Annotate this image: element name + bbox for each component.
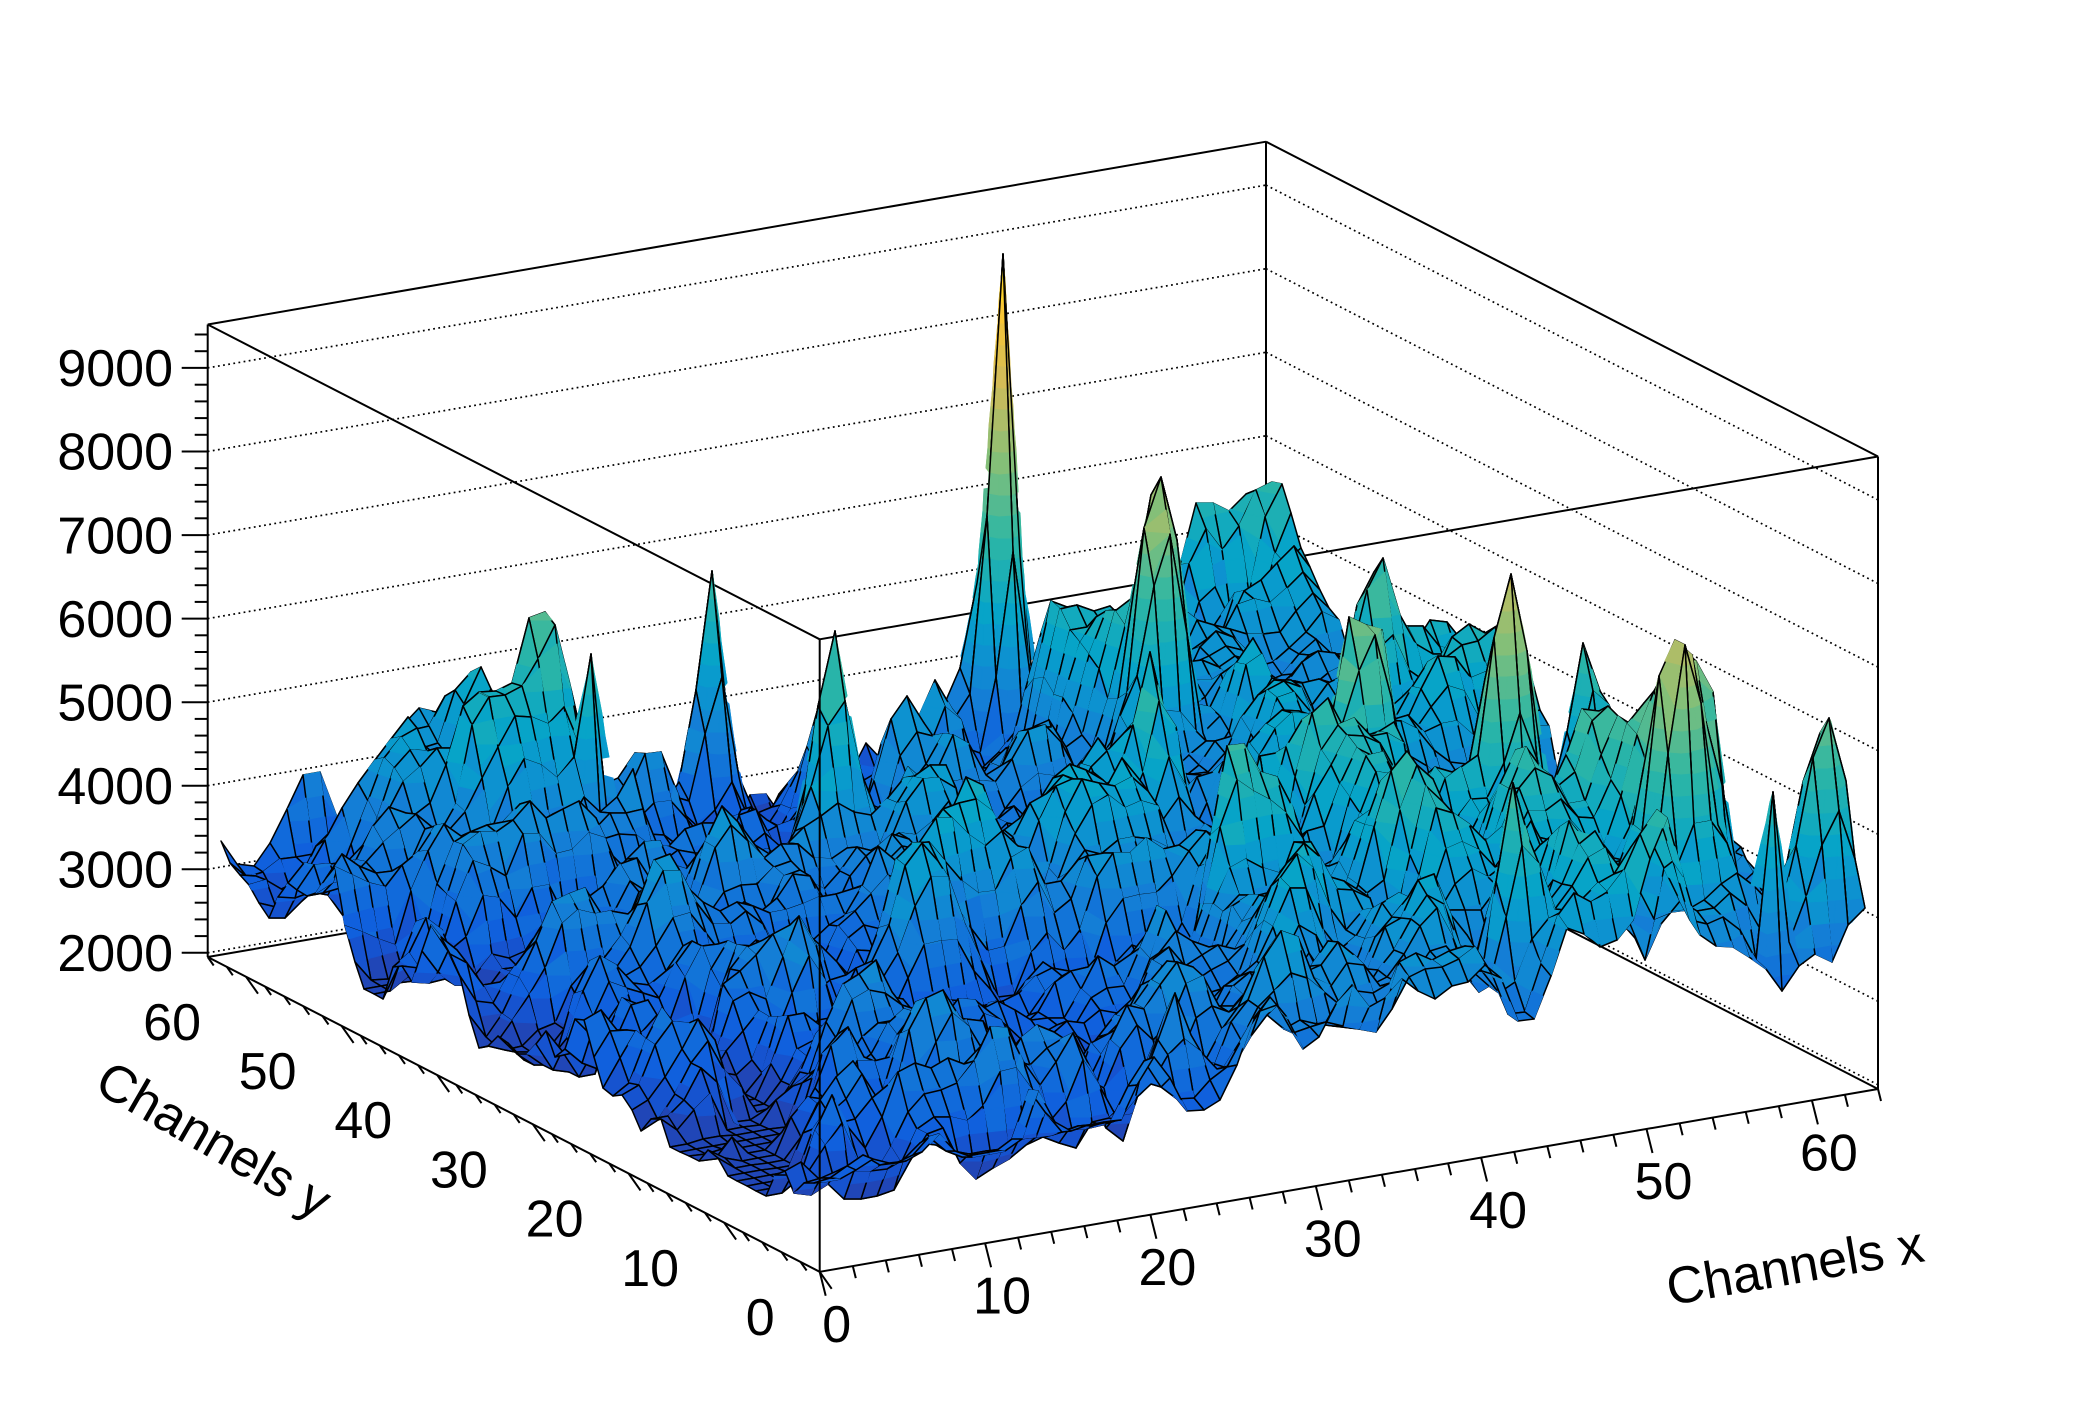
svg-text:30: 30 [430,1141,488,1199]
svg-text:50: 50 [239,1043,297,1101]
svg-text:8000: 8000 [57,424,173,482]
svg-text:10: 10 [973,1267,1031,1325]
svg-text:20: 20 [526,1191,584,1249]
svg-text:0: 0 [822,1296,851,1354]
svg-text:2000: 2000 [57,925,173,983]
svg-text:9000: 9000 [57,340,173,398]
svg-text:4000: 4000 [57,758,173,816]
svg-text:60: 60 [1800,1125,1858,1183]
svg-text:40: 40 [334,1092,392,1150]
svg-text:5000: 5000 [57,674,173,732]
svg-text:30: 30 [1304,1210,1362,1268]
svg-text:50: 50 [1635,1153,1693,1211]
svg-text:3000: 3000 [57,842,173,900]
svg-text:60: 60 [143,994,201,1052]
svg-text:6000: 6000 [57,591,173,649]
svg-text:20: 20 [1138,1239,1196,1297]
svg-text:10: 10 [621,1240,679,1298]
svg-text:0: 0 [746,1289,775,1347]
svg-text:7000: 7000 [57,507,173,565]
svg-text:40: 40 [1469,1182,1527,1240]
